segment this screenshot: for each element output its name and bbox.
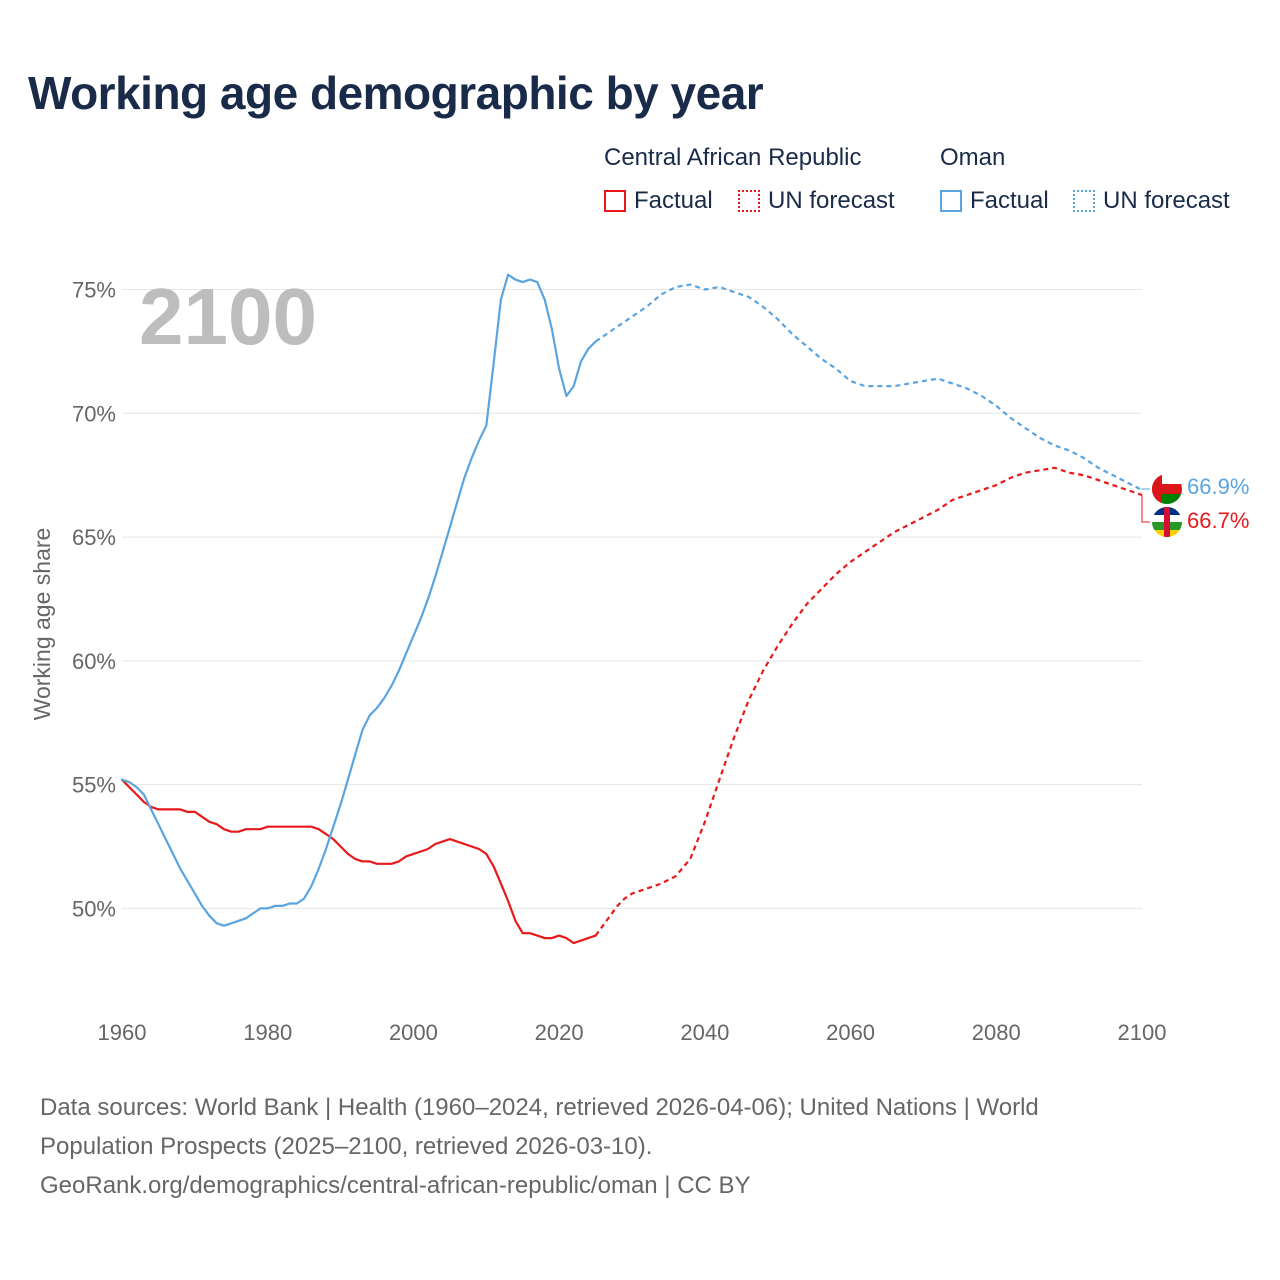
y-tick-label-50: 50% bbox=[72, 896, 116, 921]
legend-car-factual[interactable]: Factual bbox=[604, 186, 713, 216]
source-line-3: GeoRank.org/demographics/central-african… bbox=[40, 1172, 751, 1199]
car-end-value: 66.7% bbox=[1187, 508, 1249, 533]
legend-group-oman: Oman bbox=[940, 144, 1006, 171]
series-lines bbox=[120, 273, 1143, 945]
x-axis-ticks: 1960 1980 2000 2020 2040 2060 2080 2100 bbox=[98, 1020, 1167, 1045]
legend-oman-forecast[interactable]: UN forecast bbox=[1073, 186, 1230, 216]
legend-swatch-car-factual bbox=[604, 190, 626, 212]
x-tick-label-1980: 1980 bbox=[243, 1020, 292, 1045]
legend-swatch-oman-factual bbox=[940, 190, 962, 212]
oman-factual-line bbox=[120, 273, 597, 927]
central-african-republic-flag-icon bbox=[1152, 507, 1182, 537]
y-tick-label-75: 75% bbox=[72, 278, 116, 303]
legend-car-forecast[interactable]: UN forecast bbox=[738, 186, 895, 216]
source-note: Data sources: World Bank | Health (1960–… bbox=[40, 1088, 1240, 1205]
oman-end-value: 66.9% bbox=[1187, 474, 1249, 499]
oman-forecast-line bbox=[594, 283, 1143, 491]
legend-group-car: Central African Republic bbox=[604, 144, 862, 171]
x-tick-label-2000: 2000 bbox=[389, 1020, 438, 1045]
legend-car-forecast-label: UN forecast bbox=[768, 187, 895, 214]
car-label-connector bbox=[1141, 495, 1150, 523]
x-tick-label-2100: 2100 bbox=[1118, 1020, 1167, 1045]
legend-swatch-car-forecast bbox=[738, 190, 760, 212]
oman-flag-icon bbox=[1152, 474, 1182, 504]
chart-area: 50% 55% 60% 65% 70% 75% 1960 1980 2000 2020 2040 2… bbox=[29, 272, 1249, 1045]
oman-label-connector bbox=[1141, 488, 1150, 490]
source-line-1: Data sources: World Bank | Health (1960–… bbox=[40, 1094, 1039, 1121]
x-tick-label-1960: 1960 bbox=[98, 1020, 147, 1045]
year-display: 2100 bbox=[139, 272, 317, 361]
grid-lines bbox=[122, 289, 1142, 909]
car-factual-line bbox=[120, 778, 597, 945]
legend-oman-factual[interactable]: Factual bbox=[940, 186, 1049, 216]
y-axis-title: Working age share bbox=[29, 528, 55, 721]
chart-title: Working age demographic by year bbox=[28, 67, 764, 119]
y-tick-label-55: 55% bbox=[72, 773, 116, 798]
legend-car-factual-label: Factual bbox=[634, 187, 713, 214]
y-axis-ticks: 50% 55% 60% 65% 70% 75% bbox=[72, 278, 116, 922]
x-tick-label-2020: 2020 bbox=[535, 1020, 584, 1045]
x-tick-label-2080: 2080 bbox=[972, 1020, 1021, 1045]
legend-oman-factual-label: Factual bbox=[970, 187, 1049, 214]
car-forecast-line bbox=[594, 466, 1143, 937]
legend-oman-forecast-label: UN forecast bbox=[1103, 187, 1230, 214]
y-tick-label-65: 65% bbox=[72, 525, 116, 550]
y-tick-label-60: 60% bbox=[72, 649, 116, 674]
x-tick-label-2040: 2040 bbox=[680, 1020, 729, 1045]
x-tick-label-2060: 2060 bbox=[826, 1020, 875, 1045]
source-line-2: Population Prospects (2025–2100, retriev… bbox=[40, 1133, 653, 1160]
end-label-connectors bbox=[1141, 488, 1150, 523]
legend-swatch-oman-forecast bbox=[1073, 190, 1095, 212]
y-tick-label-70: 70% bbox=[72, 401, 116, 426]
